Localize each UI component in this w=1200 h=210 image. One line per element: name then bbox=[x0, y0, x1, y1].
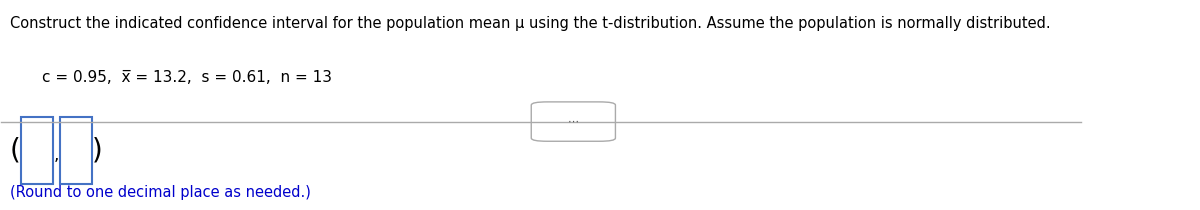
Text: (: ( bbox=[10, 136, 20, 165]
Text: Construct the indicated confidence interval for the population mean μ using the : Construct the indicated confidence inter… bbox=[10, 16, 1051, 31]
Text: c = 0.95,  x̅ = 13.2,  s = 0.61,  n = 13: c = 0.95, x̅ = 13.2, s = 0.61, n = 13 bbox=[42, 70, 332, 85]
FancyBboxPatch shape bbox=[532, 102, 616, 141]
Text: ): ) bbox=[92, 136, 103, 165]
Text: ,: , bbox=[54, 146, 59, 164]
FancyBboxPatch shape bbox=[60, 117, 92, 184]
Text: ⋯: ⋯ bbox=[568, 117, 578, 127]
Text: (Round to one decimal place as needed.): (Round to one decimal place as needed.) bbox=[10, 185, 311, 200]
FancyBboxPatch shape bbox=[20, 117, 53, 184]
